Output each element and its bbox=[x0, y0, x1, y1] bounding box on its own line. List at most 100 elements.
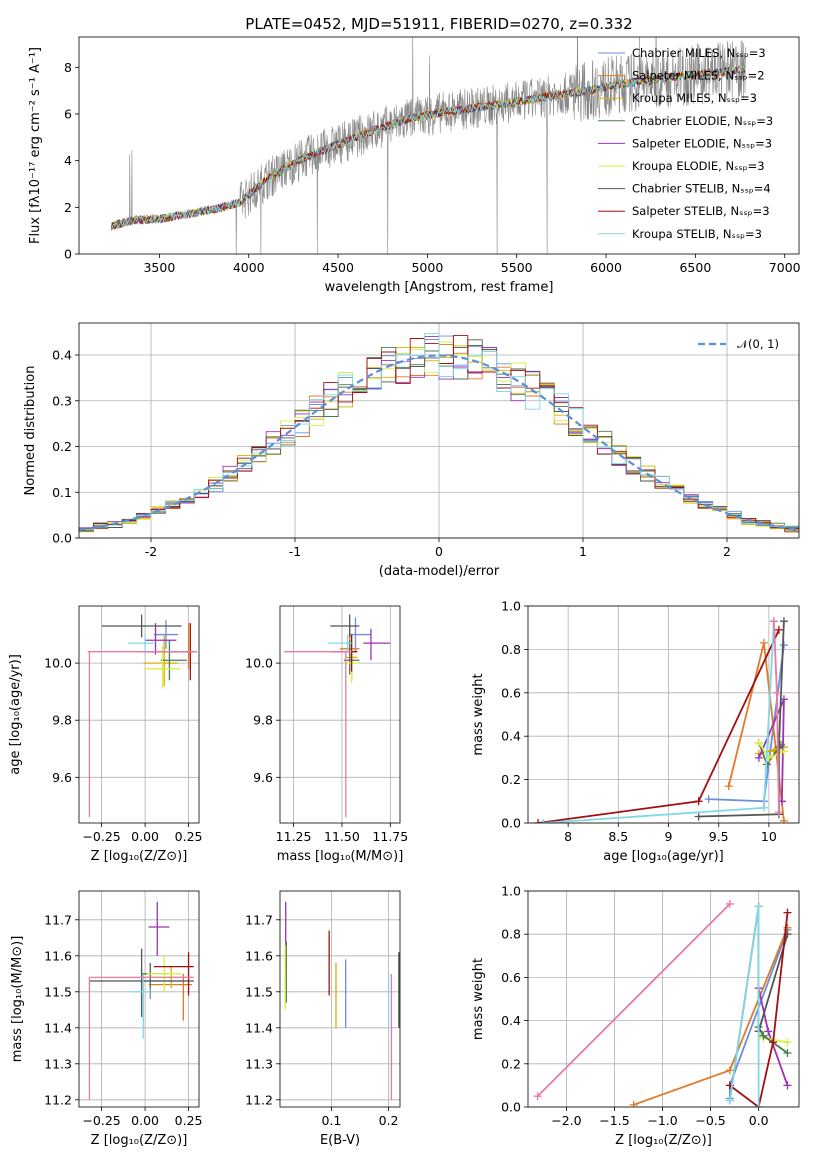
y-tick-label: 0.2 bbox=[52, 439, 72, 454]
mass-weight-marker bbox=[534, 819, 543, 823]
x-tick-label: 4000 bbox=[233, 260, 265, 275]
y-tick-label: 0.0 bbox=[501, 816, 521, 831]
plot-area bbox=[534, 617, 788, 823]
x-axis-label: age [log₁₀(age/yr)] bbox=[603, 849, 724, 864]
y-axis-label: Flux [fλ10⁻¹⁷ erg cm⁻² s⁻¹ A⁻¹] bbox=[28, 47, 43, 244]
y-tick-label: 0.8 bbox=[501, 642, 521, 657]
x-axis-label: mass [log₁₀(M/M⊙)] bbox=[277, 849, 404, 864]
residual-histogram-panel: -2 -1 0 1 2 0.0 0.1 0.2 0.3 0.4 (data-model)/error… bbox=[23, 322, 800, 579]
mass-weight-marker bbox=[774, 743, 783, 752]
mass-weight-line bbox=[728, 905, 760, 1107]
legend-label: Kroupa MILES, Nₛₛₚ=3 bbox=[632, 91, 757, 105]
x-tick-label: 10 bbox=[761, 829, 777, 844]
x-tick-label: −2.0 bbox=[551, 1113, 581, 1128]
x-tick-label: 2 bbox=[723, 544, 731, 559]
x-axis-label: wavelength [Angstrom, rest frame] bbox=[325, 280, 554, 295]
plot-area bbox=[110, 37, 746, 254]
y-tick-label: 11.4 bbox=[245, 1020, 273, 1035]
x-tick-label: −1.0 bbox=[647, 1113, 677, 1128]
legend-label: Chabrier ELODIE, Nₛₛₚ=3 bbox=[632, 114, 773, 128]
y-tick-label: 0.3 bbox=[52, 393, 72, 408]
x-tick-label: 11.75 bbox=[372, 829, 408, 844]
age-vs-mass-panel: 11.25 11.50 11.75 9.6 9.8 10.0 mass [log₁₀(M/M… bbox=[245, 605, 408, 864]
mass-weight-marker bbox=[759, 803, 768, 812]
y-tick-label: 11.5 bbox=[245, 984, 273, 999]
y-tick-label: 1.0 bbox=[501, 884, 521, 899]
x-tick-label: 6000 bbox=[590, 260, 622, 275]
x-tick-label: 0.00 bbox=[131, 1113, 159, 1128]
x-tick-label: 0 bbox=[435, 544, 443, 559]
mass-weight-marker bbox=[759, 638, 768, 647]
legend-label: Chabrier MILES, Nₛₛₚ=3 bbox=[632, 46, 766, 60]
y-tick-label: 6 bbox=[64, 107, 72, 122]
legend-label: Chabrier STELIB, Nₛₛₚ=4 bbox=[632, 182, 771, 196]
y-tick-label: 9.6 bbox=[52, 770, 72, 785]
mass-weight-marker bbox=[725, 899, 734, 908]
figure-title: PLATE=0452, MJD=51911, FIBERID=0270, z=0… bbox=[245, 15, 632, 33]
y-tick-label: 11.6 bbox=[44, 948, 72, 963]
mass-weight-marker bbox=[754, 902, 763, 911]
spectrum-panel: 3500 4000 4500 5000 5500 6000 6500 7000 0 2 4 6 8 wav… bbox=[28, 36, 801, 295]
mass-weight-marker bbox=[772, 688, 781, 697]
x-tick-label: 0.0 bbox=[749, 1113, 769, 1128]
mass-weight-marker bbox=[779, 816, 788, 823]
y-tick-label: 4 bbox=[64, 153, 72, 168]
plot-area bbox=[283, 614, 391, 818]
mass-weight-marker bbox=[704, 795, 713, 804]
legend-label: Salpeter STELIB, Nₛₛₚ=3 bbox=[632, 204, 770, 218]
mass-weight-marker bbox=[694, 812, 703, 821]
plot-area bbox=[87, 614, 198, 818]
mass-weight-marker bbox=[725, 1066, 734, 1075]
y-tick-label: 0 bbox=[64, 247, 72, 262]
x-axis-label: (data-model)/error bbox=[379, 564, 500, 579]
y-tick-label: 0.4 bbox=[501, 1013, 521, 1028]
grid-lines bbox=[528, 605, 799, 824]
x-axis-label: E(B-V) bbox=[320, 1133, 360, 1148]
y-tick-label: 0.8 bbox=[501, 927, 521, 942]
mass-weight-marker bbox=[764, 1027, 773, 1036]
mass-weight-marker bbox=[694, 797, 703, 806]
x-tick-label: 11.50 bbox=[324, 829, 360, 844]
mass-weight-marker bbox=[754, 1103, 763, 1107]
plot-area bbox=[533, 899, 792, 1107]
x-tick-label: 0.1 bbox=[321, 1113, 341, 1128]
x-tick-label: 0.25 bbox=[175, 1113, 203, 1128]
y-tick-label: 0.2 bbox=[501, 1056, 521, 1071]
y-tick-label: 11.7 bbox=[44, 912, 72, 927]
mass-weight-vs-metallicity-panel: −2.0 −1.5 −1.0 −0.5 0.0 0.0 0.2 0.4 0.6 0.8 1.0 Z [… bbox=[471, 884, 800, 1148]
y-axis-label: mass weight bbox=[471, 958, 486, 1040]
x-tick-label: 7000 bbox=[769, 260, 801, 275]
residual-histogram-step bbox=[79, 333, 799, 531]
y-tick-label: 11.2 bbox=[44, 1092, 72, 1107]
x-axis-label: Z [log₁₀(Z/Z⊙)] bbox=[91, 849, 188, 864]
legend-label: Salpeter ELODIE, Nₛₛₚ=3 bbox=[632, 136, 772, 150]
y-tick-label: 8 bbox=[64, 60, 72, 75]
axes-frame bbox=[527, 605, 800, 824]
x-axis-label: Z [log₁₀(Z/Z⊙)] bbox=[615, 1133, 712, 1148]
y-tick-label: 0.2 bbox=[501, 772, 521, 787]
grid-lines bbox=[280, 891, 400, 1107]
x-tick-label: 1 bbox=[579, 544, 587, 559]
y-tick-label: 11.2 bbox=[245, 1092, 273, 1107]
plot-area bbox=[88, 901, 194, 1100]
x-tick-label: 5000 bbox=[411, 260, 443, 275]
mass-weight-marker bbox=[779, 617, 788, 626]
mass-weight-line bbox=[698, 621, 785, 818]
mass-weight-line bbox=[729, 912, 789, 1107]
mass-vs-metallicity-panel: −0.25 0.00 0.25 11.2 11.3 11.4 11.5 11.6 11.7 Z [… bbox=[10, 890, 203, 1148]
x-tick-label: 9 bbox=[665, 829, 673, 844]
legend-label: Salpeter MILES, Nₛₛₚ=2 bbox=[632, 69, 765, 83]
y-tick-label: 1.0 bbox=[501, 599, 521, 614]
mass-weight-marker bbox=[769, 1038, 778, 1047]
mass-weight-marker bbox=[533, 1092, 542, 1101]
x-tick-label: 6500 bbox=[679, 260, 711, 275]
mass-weight-marker bbox=[539, 819, 548, 823]
x-tick-label: 3500 bbox=[143, 260, 175, 275]
x-tick-label: -2 bbox=[145, 544, 157, 559]
legend-label: Kroupa ELODIE, Nₛₛₚ=3 bbox=[632, 159, 765, 173]
axes-frame bbox=[78, 36, 800, 255]
y-tick-label: 11.4 bbox=[44, 1020, 72, 1035]
axes-frame bbox=[78, 890, 200, 1108]
mass-weight-marker bbox=[774, 808, 783, 817]
y-tick-label: 2 bbox=[64, 200, 72, 215]
